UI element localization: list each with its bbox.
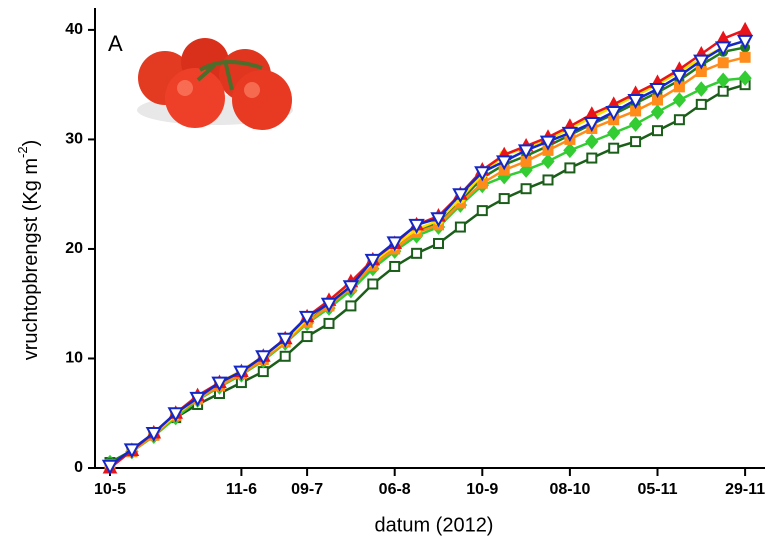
- marker: [718, 57, 729, 68]
- y-axis-title-sup: -2: [15, 146, 30, 158]
- marker: [500, 194, 509, 203]
- y-tick-label: 20: [65, 240, 83, 257]
- marker: [564, 143, 576, 157]
- y-axis-title: vruchtopbrengst (Kg m-2): [15, 140, 42, 361]
- marker: [740, 52, 751, 63]
- page: {"chart_data": {"type": "line", "panel_l…: [0, 0, 776, 543]
- marker: [434, 239, 443, 248]
- y-tick-label: 0: [74, 459, 83, 476]
- marker: [717, 73, 729, 87]
- x-axis-title: datum (2012): [375, 514, 494, 536]
- y-tick-label: 10: [65, 350, 83, 367]
- x-tick-label: 10-9: [466, 481, 498, 498]
- marker: [631, 137, 640, 146]
- x-tick-label: 10-5: [94, 481, 126, 498]
- marker: [544, 175, 553, 184]
- marker: [739, 23, 752, 35]
- x-tick-label: 09-7: [291, 481, 323, 498]
- marker: [586, 135, 598, 149]
- y-axis-title-main: vruchtopbrengst (Kg m: [20, 158, 42, 360]
- marker: [719, 87, 728, 96]
- marker: [630, 117, 642, 131]
- marker: [608, 126, 620, 140]
- panel-label: A: [108, 31, 123, 56]
- marker: [653, 126, 662, 135]
- marker: [346, 301, 355, 310]
- y-axis-title-end: ): [20, 140, 42, 147]
- marker: [259, 367, 268, 376]
- x-tick-label: 11-6: [226, 481, 257, 498]
- marker: [565, 163, 574, 172]
- x-tick-label: 06-8: [379, 481, 411, 498]
- marker: [675, 115, 684, 124]
- marker: [542, 154, 554, 168]
- marker: [609, 144, 618, 153]
- y-tick-label: 30: [65, 131, 83, 148]
- marker: [673, 93, 685, 107]
- y-tick-label: 40: [65, 21, 83, 38]
- marker: [456, 223, 465, 232]
- marker: [478, 206, 487, 215]
- tomato-image: [137, 38, 293, 130]
- marker: [522, 184, 531, 193]
- x-tick-label: 29-11: [725, 481, 765, 498]
- marker: [695, 82, 707, 96]
- x-tick-label: 05-11: [637, 481, 677, 498]
- x-tick-label: 08-10: [549, 481, 590, 498]
- marker: [652, 105, 664, 119]
- marker: [390, 262, 399, 271]
- marker: [587, 154, 596, 163]
- marker: [697, 100, 706, 109]
- series-line: [110, 85, 745, 463]
- marker: [368, 280, 377, 289]
- marker: [412, 249, 421, 258]
- marker: [281, 352, 290, 361]
- marker: [325, 319, 334, 328]
- marker: [303, 332, 312, 341]
- chart: A datum (2012) vruchtopbrengst (Kg m-2) …: [0, 0, 776, 543]
